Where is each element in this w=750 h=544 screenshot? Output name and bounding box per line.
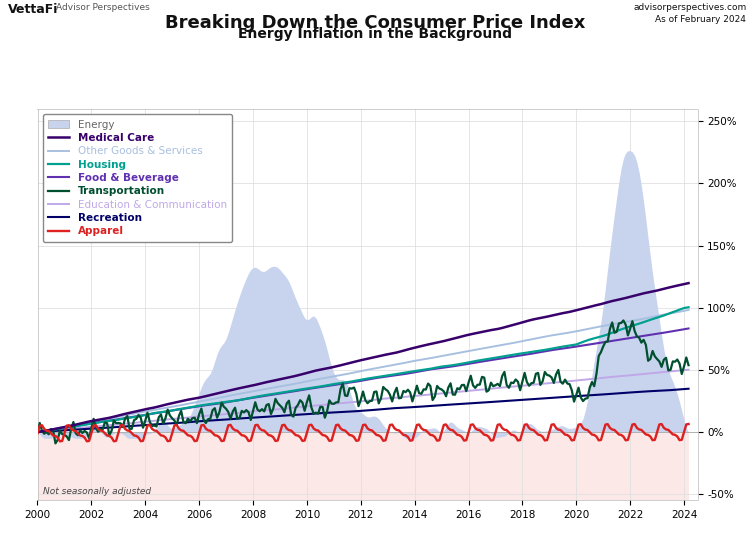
Text: Advisor Perspectives: Advisor Perspectives [56, 3, 150, 12]
Text: advisorperspectives.com
As of February 2024: advisorperspectives.com As of February 2… [633, 3, 746, 23]
Text: Energy Inflation in the Background: Energy Inflation in the Background [238, 27, 512, 41]
Text: Not seasonally adjusted: Not seasonally adjusted [43, 486, 151, 496]
Text: Breaking Down the Consumer Price Index: Breaking Down the Consumer Price Index [165, 14, 585, 32]
Text: VettaFi: VettaFi [8, 3, 58, 16]
Legend: Energy, Medical Care, Other Goods & Services, Housing, Food & Beverage, Transpor: Energy, Medical Care, Other Goods & Serv… [43, 114, 232, 242]
